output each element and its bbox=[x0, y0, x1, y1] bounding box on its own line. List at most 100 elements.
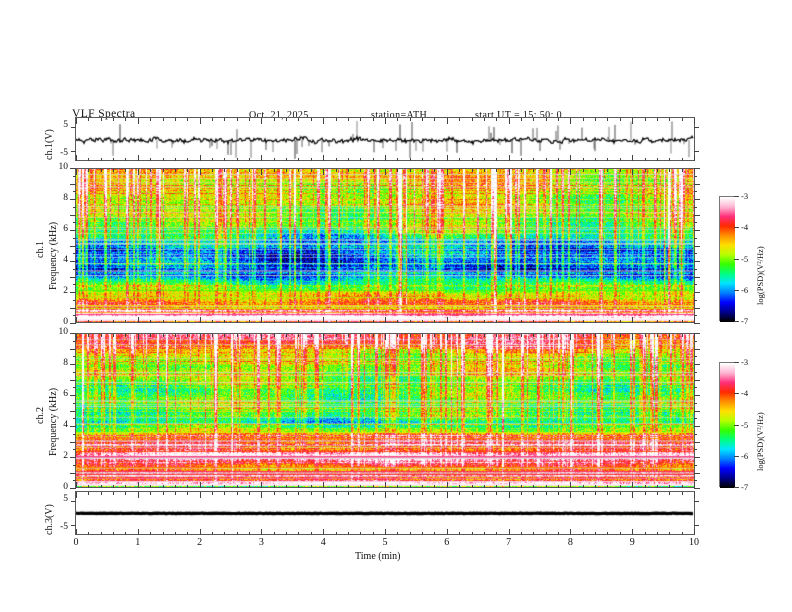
axis-tick bbox=[88, 158, 90, 161]
axis-tick bbox=[694, 214, 700, 216]
axis-tick bbox=[446, 317, 448, 323]
axis-tick bbox=[137, 155, 139, 161]
axis-tick bbox=[150, 334, 152, 337]
axis-tick bbox=[286, 492, 288, 495]
axis-tick bbox=[694, 333, 700, 334]
axis-tick bbox=[669, 118, 671, 121]
axis-tick bbox=[70, 457, 76, 458]
axis-tick bbox=[694, 230, 700, 231]
axis-tick bbox=[70, 245, 76, 247]
axis-tick bbox=[100, 492, 102, 495]
axis-tick bbox=[694, 155, 695, 161]
axis-tick bbox=[347, 320, 349, 323]
x-tick-label: 10 bbox=[689, 537, 699, 548]
axis-tick bbox=[397, 320, 399, 323]
axis-tick bbox=[335, 334, 337, 337]
axis-tick bbox=[335, 169, 337, 172]
axis-tick bbox=[323, 529, 325, 535]
axis-tick bbox=[681, 169, 683, 172]
axis-tick bbox=[681, 532, 683, 535]
axis-tick bbox=[73, 371, 76, 373]
axis-tick bbox=[558, 492, 560, 495]
axis-tick bbox=[520, 532, 522, 535]
x-tick-label: 9 bbox=[629, 537, 635, 548]
axis-tick bbox=[360, 118, 362, 121]
ch2-y-tick-label: 0 bbox=[63, 482, 68, 492]
axis-tick bbox=[70, 323, 76, 324]
axis-tick bbox=[174, 532, 176, 535]
axis-tick bbox=[434, 492, 436, 495]
axis-tick bbox=[483, 158, 485, 161]
axis-tick bbox=[632, 155, 634, 161]
ch1-waveform-plot bbox=[76, 118, 694, 160]
axis-tick bbox=[496, 485, 498, 488]
x-tick-label: 1 bbox=[135, 537, 141, 548]
axis-tick bbox=[694, 488, 700, 489]
axis-tick bbox=[694, 482, 695, 488]
axis-tick bbox=[446, 492, 448, 498]
axis-tick bbox=[644, 158, 646, 161]
axis-tick bbox=[187, 158, 189, 161]
colorbar-tick-label: -6 bbox=[741, 284, 749, 295]
axis-tick bbox=[459, 492, 461, 495]
axis-tick bbox=[681, 158, 683, 161]
axis-tick bbox=[310, 320, 312, 323]
colorbar-tick-label: -3 bbox=[741, 357, 749, 367]
axis-tick bbox=[644, 169, 646, 172]
axis-tick bbox=[372, 169, 374, 172]
axis-tick bbox=[545, 320, 547, 323]
axis-tick bbox=[261, 118, 263, 124]
axis-tick bbox=[471, 320, 473, 323]
axis-tick bbox=[273, 118, 275, 121]
axis-tick bbox=[249, 334, 251, 337]
axis-tick bbox=[446, 334, 448, 340]
axis-tick bbox=[595, 485, 597, 488]
axis-tick bbox=[694, 151, 699, 153]
axis-tick bbox=[694, 457, 700, 458]
ch2-y-tick-label: 6 bbox=[63, 389, 68, 399]
axis-tick bbox=[422, 118, 424, 121]
ch1-y-tick-label: 4 bbox=[63, 255, 68, 265]
axis-tick bbox=[286, 334, 288, 337]
axis-tick bbox=[446, 529, 448, 535]
axis-tick bbox=[372, 532, 374, 535]
axis-tick bbox=[249, 320, 251, 323]
axis-tick bbox=[76, 317, 77, 323]
axis-tick bbox=[607, 169, 609, 172]
axis-tick bbox=[76, 155, 77, 161]
axis-tick bbox=[632, 482, 634, 488]
axis-tick bbox=[694, 292, 700, 293]
axis-tick bbox=[162, 169, 164, 172]
axis-tick bbox=[335, 320, 337, 323]
axis-tick bbox=[385, 317, 386, 323]
axis-tick bbox=[694, 206, 697, 208]
axis-tick bbox=[582, 334, 584, 337]
colorbar-tick-mark bbox=[734, 321, 739, 322]
axis-tick bbox=[224, 169, 226, 172]
axis-tick bbox=[224, 492, 226, 495]
axis-tick bbox=[347, 334, 349, 337]
axis-tick bbox=[162, 492, 164, 495]
axis-tick bbox=[76, 169, 77, 175]
axis-tick bbox=[100, 118, 102, 121]
axis-tick bbox=[409, 485, 411, 488]
axis-tick bbox=[187, 492, 189, 495]
axis-tick bbox=[100, 485, 102, 488]
axis-tick bbox=[137, 492, 139, 498]
axis-tick bbox=[595, 532, 597, 535]
axis-tick bbox=[199, 334, 201, 340]
axis-tick bbox=[73, 356, 76, 358]
axis-tick bbox=[434, 169, 436, 172]
axis-tick bbox=[162, 334, 164, 337]
axis-tick bbox=[162, 532, 164, 535]
axis-tick bbox=[76, 334, 77, 340]
axis-tick bbox=[681, 320, 683, 323]
header-station: station=ATH bbox=[371, 110, 428, 121]
axis-tick bbox=[434, 532, 436, 535]
axis-tick bbox=[607, 320, 609, 323]
colorbar-tick-mark bbox=[734, 362, 739, 363]
axis-tick bbox=[100, 532, 102, 535]
axis-tick bbox=[434, 320, 436, 323]
axis-tick bbox=[310, 169, 312, 172]
axis-tick bbox=[187, 532, 189, 535]
